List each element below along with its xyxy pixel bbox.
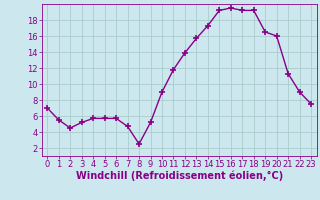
X-axis label: Windchill (Refroidissement éolien,°C): Windchill (Refroidissement éolien,°C) [76, 171, 283, 181]
